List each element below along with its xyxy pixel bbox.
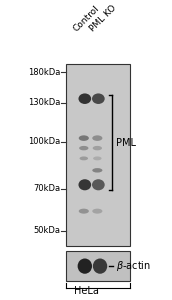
Text: 70kDa: 70kDa	[34, 184, 61, 194]
Ellipse shape	[80, 157, 88, 160]
Bar	[66, 64, 130, 246]
Ellipse shape	[93, 259, 107, 274]
Ellipse shape	[93, 157, 102, 160]
Ellipse shape	[93, 146, 102, 150]
Text: PML: PML	[116, 138, 136, 148]
Ellipse shape	[78, 179, 91, 190]
Bar	[66, 251, 130, 280]
Text: PML KO: PML KO	[88, 4, 118, 34]
Ellipse shape	[92, 135, 102, 141]
Text: 130kDa: 130kDa	[28, 98, 61, 107]
Text: 100kDa: 100kDa	[28, 137, 61, 146]
Ellipse shape	[79, 135, 89, 141]
Ellipse shape	[79, 146, 88, 150]
Ellipse shape	[92, 209, 102, 214]
Ellipse shape	[78, 93, 91, 104]
Text: Control: Control	[72, 4, 101, 34]
Text: $\beta$-actin: $\beta$-actin	[116, 259, 151, 273]
Text: HeLa: HeLa	[74, 286, 99, 296]
Text: 180kDa: 180kDa	[28, 68, 61, 77]
Ellipse shape	[92, 93, 105, 104]
Text: 50kDa: 50kDa	[34, 226, 61, 235]
Ellipse shape	[92, 179, 105, 190]
Ellipse shape	[92, 168, 102, 172]
Ellipse shape	[79, 209, 89, 214]
Ellipse shape	[78, 259, 92, 274]
